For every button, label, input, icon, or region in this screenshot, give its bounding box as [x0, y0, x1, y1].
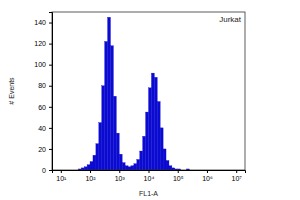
- y-tick: 40: [38, 125, 52, 132]
- x-tick-mark: [119, 170, 120, 173]
- x-tick-mark: [61, 170, 62, 173]
- histogram-bar: [116, 133, 119, 170]
- y-tick-label: 40: [38, 125, 46, 132]
- y-tick-mark: [49, 23, 52, 24]
- x-tick: 10¹: [56, 170, 67, 182]
- x-tick-mark: [90, 170, 91, 173]
- histogram-bar: [131, 166, 134, 170]
- x-tick-mark: [178, 170, 179, 173]
- y-tick: 60: [38, 104, 52, 111]
- histogram-bar: [96, 144, 99, 170]
- histogram-bar: [146, 112, 149, 170]
- y-tick: 100: [34, 61, 52, 68]
- histogram-bar: [151, 73, 154, 170]
- y-tick-label: 0: [42, 167, 46, 174]
- x-tick-label: 10⁴: [144, 175, 155, 182]
- plot-frame: [52, 12, 245, 170]
- y-tick-label: 20: [38, 146, 46, 153]
- y-tick-mark: [49, 86, 52, 87]
- x-tick-mark: [149, 170, 150, 173]
- histogram-bar: [84, 167, 87, 170]
- histogram-bar: [102, 86, 105, 170]
- y-tick: 140: [34, 19, 52, 26]
- y-axis-title: # Events: [8, 77, 15, 105]
- x-tick-label: 10²: [85, 175, 96, 182]
- histogram-bar: [140, 151, 143, 170]
- y-tick-label: 100: [34, 61, 46, 68]
- x-tick-label: 10⁵: [173, 175, 184, 182]
- histogram-bar: [87, 165, 90, 170]
- x-axis-line: [53, 171, 246, 174]
- y-tick-mark: [49, 170, 52, 171]
- x-axis-title: FL1-A: [139, 190, 158, 197]
- histogram-bar: [149, 88, 152, 170]
- histogram-bar: [122, 163, 125, 170]
- histogram-bar: [169, 166, 172, 170]
- y-tick-label: 80: [38, 82, 46, 89]
- histogram-bar: [137, 159, 140, 170]
- y-tick-mark: [49, 65, 52, 66]
- histogram-bar: [134, 164, 137, 170]
- histogram-bar: [154, 77, 157, 170]
- x-tick-label: 10⁷: [232, 175, 243, 182]
- histogram-bar: [105, 41, 108, 170]
- histogram-bar: [108, 17, 111, 170]
- x-tick-mark: [236, 170, 237, 173]
- histogram-bar: [99, 123, 102, 170]
- histogram-bar: [143, 136, 146, 170]
- chart: 10¹ 10² 10³ 10⁴ 10⁵ 10⁶ 10⁷ 0 20 40 60 80 100 120 140 J…: [0, 0, 300, 200]
- x-axis: 10¹ 10² 10³ 10⁴ 10⁵ 10⁶ 10⁷: [53, 170, 246, 182]
- histogram-bar: [93, 155, 96, 170]
- y-tick: 80: [38, 82, 52, 89]
- bars: [78, 17, 189, 170]
- y-tick-mark: [49, 128, 52, 129]
- y-tick-label: 140: [34, 19, 46, 26]
- histogram-bar: [157, 102, 160, 170]
- x-tick: 10⁴: [144, 170, 155, 182]
- x-tick: 10⁶: [202, 170, 213, 182]
- y-axis-line: [49, 13, 53, 171]
- histogram-bar: [110, 46, 113, 170]
- histogram-bar: [119, 154, 122, 170]
- x-tick: 10³: [115, 170, 126, 182]
- y-tick-label: 120: [34, 40, 46, 47]
- title: Jurkat: [219, 15, 242, 24]
- x-tick: 10⁷: [232, 170, 243, 182]
- y-tick: 0: [42, 167, 52, 174]
- y-tick-mark: [49, 107, 52, 108]
- x-tick: 10⁵: [173, 170, 184, 182]
- x-tick-label: 10³: [115, 175, 126, 182]
- y-tick: 20: [38, 146, 52, 153]
- y-tick-label: 60: [38, 104, 46, 111]
- x-tick-mark: [207, 170, 208, 173]
- x-tick-label: 10¹: [56, 175, 67, 182]
- histogram-bar: [128, 167, 131, 170]
- x-tick-label: 10⁶: [202, 175, 213, 182]
- plot: 10¹ 10² 10³ 10⁴ 10⁵ 10⁶ 10⁷ 0 20 40 60 80 100 120 140: [34, 12, 245, 182]
- histogram-bar: [113, 96, 116, 170]
- histogram-bar: [125, 166, 128, 170]
- histogram-bar: [163, 149, 166, 170]
- y-tick-mark: [49, 44, 52, 45]
- y-tick: 120: [34, 40, 52, 47]
- y-tick-mark: [49, 149, 52, 150]
- histogram-bar: [166, 161, 169, 170]
- y-axis: 0 20 40 60 80 100 120 140: [34, 13, 52, 174]
- histogram-bar: [90, 162, 93, 170]
- x-tick: 10²: [85, 170, 96, 182]
- histogram-bar: [160, 128, 163, 170]
